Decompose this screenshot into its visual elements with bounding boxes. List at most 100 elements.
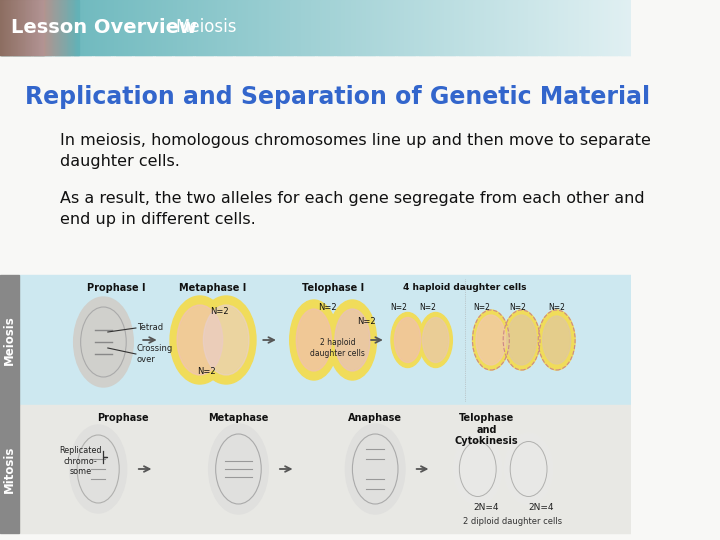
Bar — [27, 0, 28, 55]
Bar — [370, 0, 373, 55]
Bar — [554, 0, 557, 55]
Bar — [114, 0, 117, 55]
Bar — [217, 0, 220, 55]
Bar — [290, 0, 293, 55]
Bar — [25, 0, 27, 55]
Text: N=2: N=2 — [509, 303, 526, 313]
Bar — [356, 0, 359, 55]
Bar — [318, 0, 320, 55]
Bar — [282, 0, 285, 55]
Bar — [33, 0, 34, 55]
Bar — [192, 0, 194, 55]
Bar — [562, 0, 564, 55]
Bar — [62, 0, 63, 55]
Bar — [570, 0, 573, 55]
Bar — [48, 0, 49, 55]
Bar — [248, 0, 251, 55]
Bar — [36, 0, 39, 55]
Bar — [360, 0, 363, 55]
Text: N=2: N=2 — [474, 303, 490, 313]
Bar — [34, 0, 37, 55]
Bar — [616, 0, 619, 55]
Bar — [14, 0, 15, 55]
Bar — [297, 0, 300, 55]
Bar — [173, 0, 176, 55]
Bar — [68, 0, 71, 55]
Bar — [202, 0, 205, 55]
Bar — [235, 0, 238, 55]
Bar — [278, 0, 281, 55]
Bar — [12, 0, 13, 55]
Bar — [40, 0, 41, 55]
Bar — [410, 0, 413, 55]
Bar — [438, 0, 441, 55]
Bar — [3, 0, 4, 55]
Bar — [463, 0, 466, 55]
Bar — [59, 0, 62, 55]
Bar — [23, 0, 26, 55]
Bar — [91, 0, 94, 55]
Bar — [200, 0, 203, 55]
Ellipse shape — [177, 305, 222, 375]
Bar — [39, 0, 40, 55]
Bar — [223, 0, 226, 55]
Bar — [24, 0, 25, 55]
Bar — [185, 0, 188, 55]
Bar — [31, 0, 32, 55]
Bar — [175, 0, 178, 55]
Bar — [358, 0, 361, 55]
Bar — [299, 0, 302, 55]
Text: N=2: N=2 — [210, 307, 228, 316]
Bar — [89, 0, 91, 55]
Bar — [408, 0, 411, 55]
Bar — [484, 0, 487, 55]
Bar — [261, 0, 264, 55]
Bar — [101, 0, 104, 55]
Bar — [1, 0, 3, 55]
Bar — [71, 0, 74, 55]
Bar — [128, 0, 131, 55]
Bar — [579, 0, 582, 55]
Bar — [518, 0, 521, 55]
Bar — [29, 0, 30, 55]
Bar — [404, 0, 407, 55]
Bar — [413, 0, 415, 55]
Bar — [417, 0, 420, 55]
Bar — [15, 0, 16, 55]
Bar — [587, 0, 590, 55]
Bar — [610, 0, 613, 55]
Bar — [522, 0, 525, 55]
Bar — [11, 0, 12, 55]
Bar — [19, 0, 20, 55]
Bar — [433, 0, 436, 55]
Bar — [600, 0, 603, 55]
Bar — [30, 0, 32, 55]
Bar — [393, 0, 397, 55]
Bar — [495, 0, 498, 55]
Bar — [139, 0, 142, 55]
Bar — [541, 0, 544, 55]
Bar — [625, 0, 628, 55]
Bar — [120, 0, 123, 55]
Bar — [402, 0, 405, 55]
Bar — [532, 0, 535, 55]
Bar — [16, 0, 17, 55]
Bar — [480, 0, 482, 55]
Bar — [160, 0, 163, 55]
Ellipse shape — [346, 424, 405, 514]
Bar — [51, 0, 52, 55]
Bar — [41, 0, 42, 55]
Text: 2 diploid daughter cells: 2 diploid daughter cells — [463, 516, 562, 525]
Bar — [256, 0, 260, 55]
Ellipse shape — [335, 309, 370, 371]
Bar — [40, 0, 43, 55]
Bar — [230, 0, 233, 55]
Bar — [76, 0, 78, 55]
Bar — [124, 0, 127, 55]
Bar — [473, 0, 477, 55]
Bar — [135, 0, 138, 55]
Bar — [78, 0, 79, 55]
Bar — [206, 0, 210, 55]
Bar — [604, 0, 607, 55]
Bar — [629, 0, 632, 55]
